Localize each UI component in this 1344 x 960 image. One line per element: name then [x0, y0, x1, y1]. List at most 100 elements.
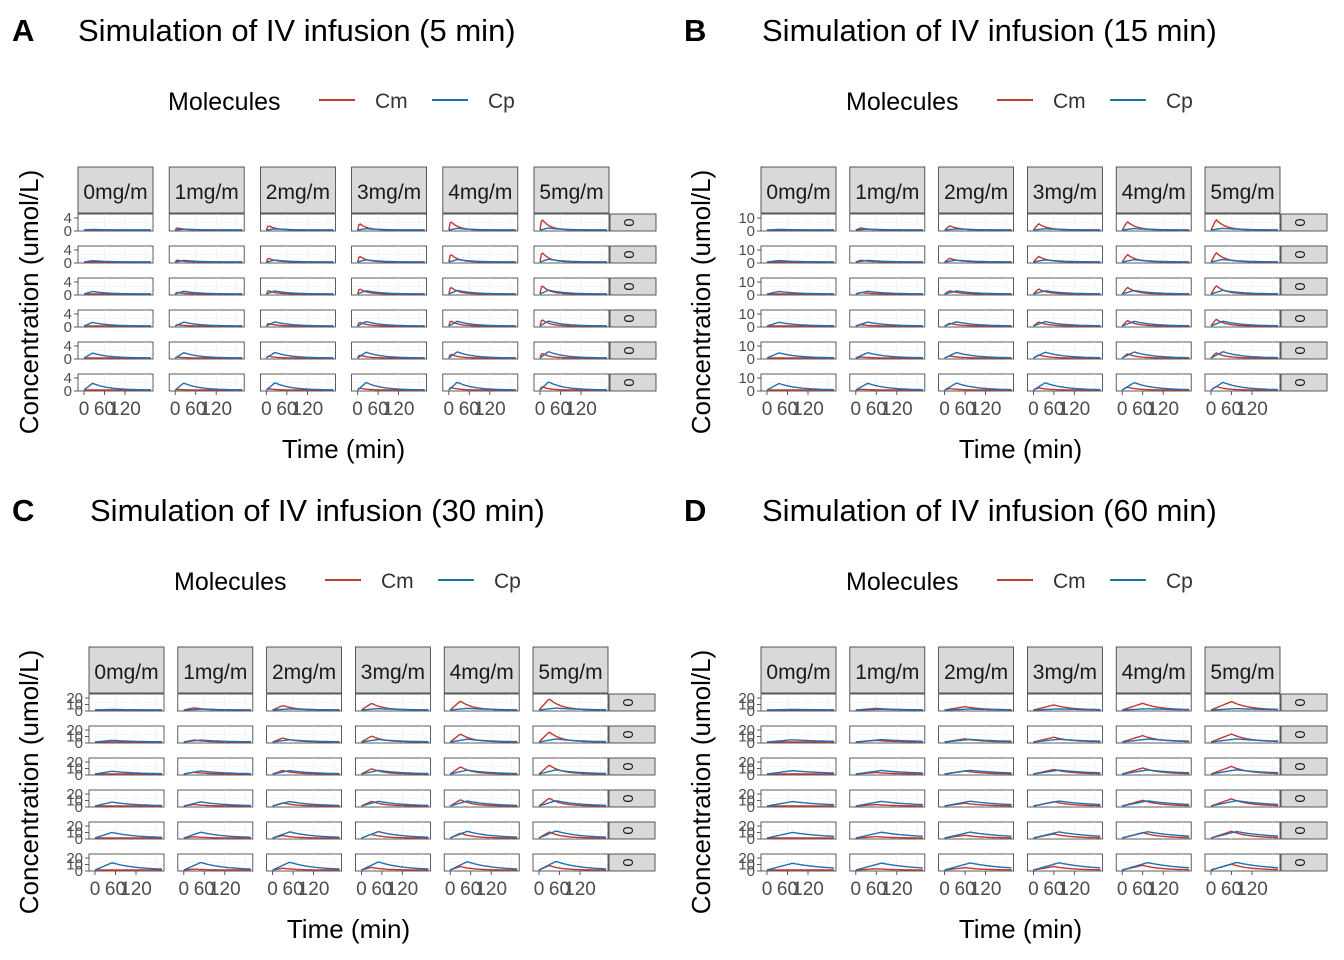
row-strip [609, 245, 657, 264]
series-line-cp [944, 862, 1012, 871]
series-line-cp [448, 289, 516, 295]
facet-panel [354, 789, 431, 808]
facet-panel [533, 309, 610, 328]
facet-panel [1115, 789, 1192, 808]
y-tick-label: 20 [66, 722, 83, 739]
facet-panel [351, 309, 428, 328]
series-line-cp [1210, 320, 1278, 327]
row-strip-label: 0 [619, 698, 636, 706]
y-tick-label: 0 [75, 735, 83, 752]
facet-panel [442, 213, 519, 232]
facet-panel [354, 757, 431, 776]
facet-panel [1026, 277, 1103, 296]
facet-panel [351, 213, 428, 232]
column-strip-label: 2mg/m [272, 661, 336, 684]
x-tick-label: 60 [185, 399, 206, 420]
column-strip-label: 4mg/m [1122, 181, 1186, 204]
row-strip [1280, 245, 1328, 264]
series-line-cp [766, 290, 834, 295]
x-axis-title: Time (min) [287, 914, 410, 944]
x-tick-label: 120 [1059, 879, 1091, 900]
facet-panel [1115, 245, 1192, 264]
series-line-cp [1210, 769, 1278, 775]
y-tick-label: 0 [75, 703, 83, 720]
legend-title: Molecules [846, 88, 959, 116]
series-line-cp [361, 861, 429, 871]
facet-panel [938, 789, 1015, 808]
column-strip-label: 1mg/m [855, 181, 919, 204]
series-line-cp [357, 259, 425, 263]
series-line-cp [361, 830, 429, 839]
x-tick-label: 60 [194, 879, 215, 900]
y-tick-label: 0 [64, 255, 72, 272]
facet-panel [760, 789, 837, 808]
column-strip [849, 646, 926, 694]
legend: Molecules Cm Cp [846, 88, 1193, 116]
row-strip-label: 0 [619, 826, 636, 834]
column-strip-label: 5mg/m [1210, 661, 1274, 684]
series-line-cp [1122, 769, 1190, 775]
x-tick-label: 0 [851, 399, 862, 420]
chart-title: Simulation of IV infusion (15 min) [762, 13, 1217, 48]
series-line-cp [183, 708, 251, 711]
row-strip [1280, 309, 1328, 328]
x-tick-label: 0 [1117, 879, 1128, 900]
series-line-cp [766, 352, 834, 359]
series-line-cp [766, 862, 835, 871]
facet-panel [938, 213, 1015, 232]
y-tick-label: 10 [66, 697, 83, 714]
x-tick-label: 120 [564, 879, 596, 900]
row-strip [1280, 789, 1328, 808]
series-line-cp [944, 321, 1012, 327]
facet-panel [168, 277, 245, 296]
facet-panel [259, 277, 336, 296]
x-tick-label: 60 [550, 399, 571, 420]
x-tick-label: 0 [356, 879, 367, 900]
y-tick-label: 0 [64, 351, 72, 368]
series-line-cp [450, 738, 518, 743]
facet-panel [177, 789, 254, 808]
series-line-cp [538, 800, 606, 807]
facet-panel [1115, 821, 1192, 840]
y-tick-label: 20 [738, 690, 755, 707]
series-line-cp [1121, 351, 1190, 359]
row-strip [1280, 341, 1328, 360]
series-line-cm [361, 800, 429, 807]
series-line-cp [855, 290, 923, 295]
column-strip-label: 3mg/m [357, 181, 421, 204]
facet-panel [1204, 821, 1281, 840]
series-line-cp [539, 381, 607, 391]
y-tick-label: 0 [747, 767, 755, 784]
series-line-cm [538, 831, 606, 839]
series-line-cp [1033, 290, 1101, 295]
row-strip-label: 0 [1291, 826, 1308, 834]
series-line-cp [175, 290, 243, 295]
facet-panel [1026, 693, 1103, 712]
x-tick-label: 0 [1206, 399, 1217, 420]
series-line-cp [944, 351, 1012, 359]
row-strip-label: 0 [1291, 314, 1308, 322]
chart-title: Simulation of IV infusion (5 min) [78, 13, 516, 48]
y-tick-label: 0 [75, 831, 83, 848]
x-tick-label: 120 [970, 399, 1002, 420]
series-line-cp [83, 382, 151, 391]
x-tick-label: 120 [792, 879, 824, 900]
series-line-cp [539, 289, 607, 295]
y-tick-label: 10 [738, 210, 755, 227]
y-tick-label: 10 [66, 761, 83, 778]
row-strip-label: 0 [1291, 794, 1308, 802]
x-tick-label: 120 [474, 399, 506, 420]
x-tick-label: 60 [866, 399, 887, 420]
y-tick-label: 10 [738, 825, 755, 842]
column-strip [177, 646, 254, 694]
facet-panel [849, 725, 926, 744]
facet-panel [938, 277, 1015, 296]
series-line-cm [855, 868, 923, 871]
series-line-cp [1210, 799, 1279, 807]
column-strip [533, 166, 610, 214]
facet-panel [443, 757, 520, 776]
series-line-cp [766, 259, 834, 263]
